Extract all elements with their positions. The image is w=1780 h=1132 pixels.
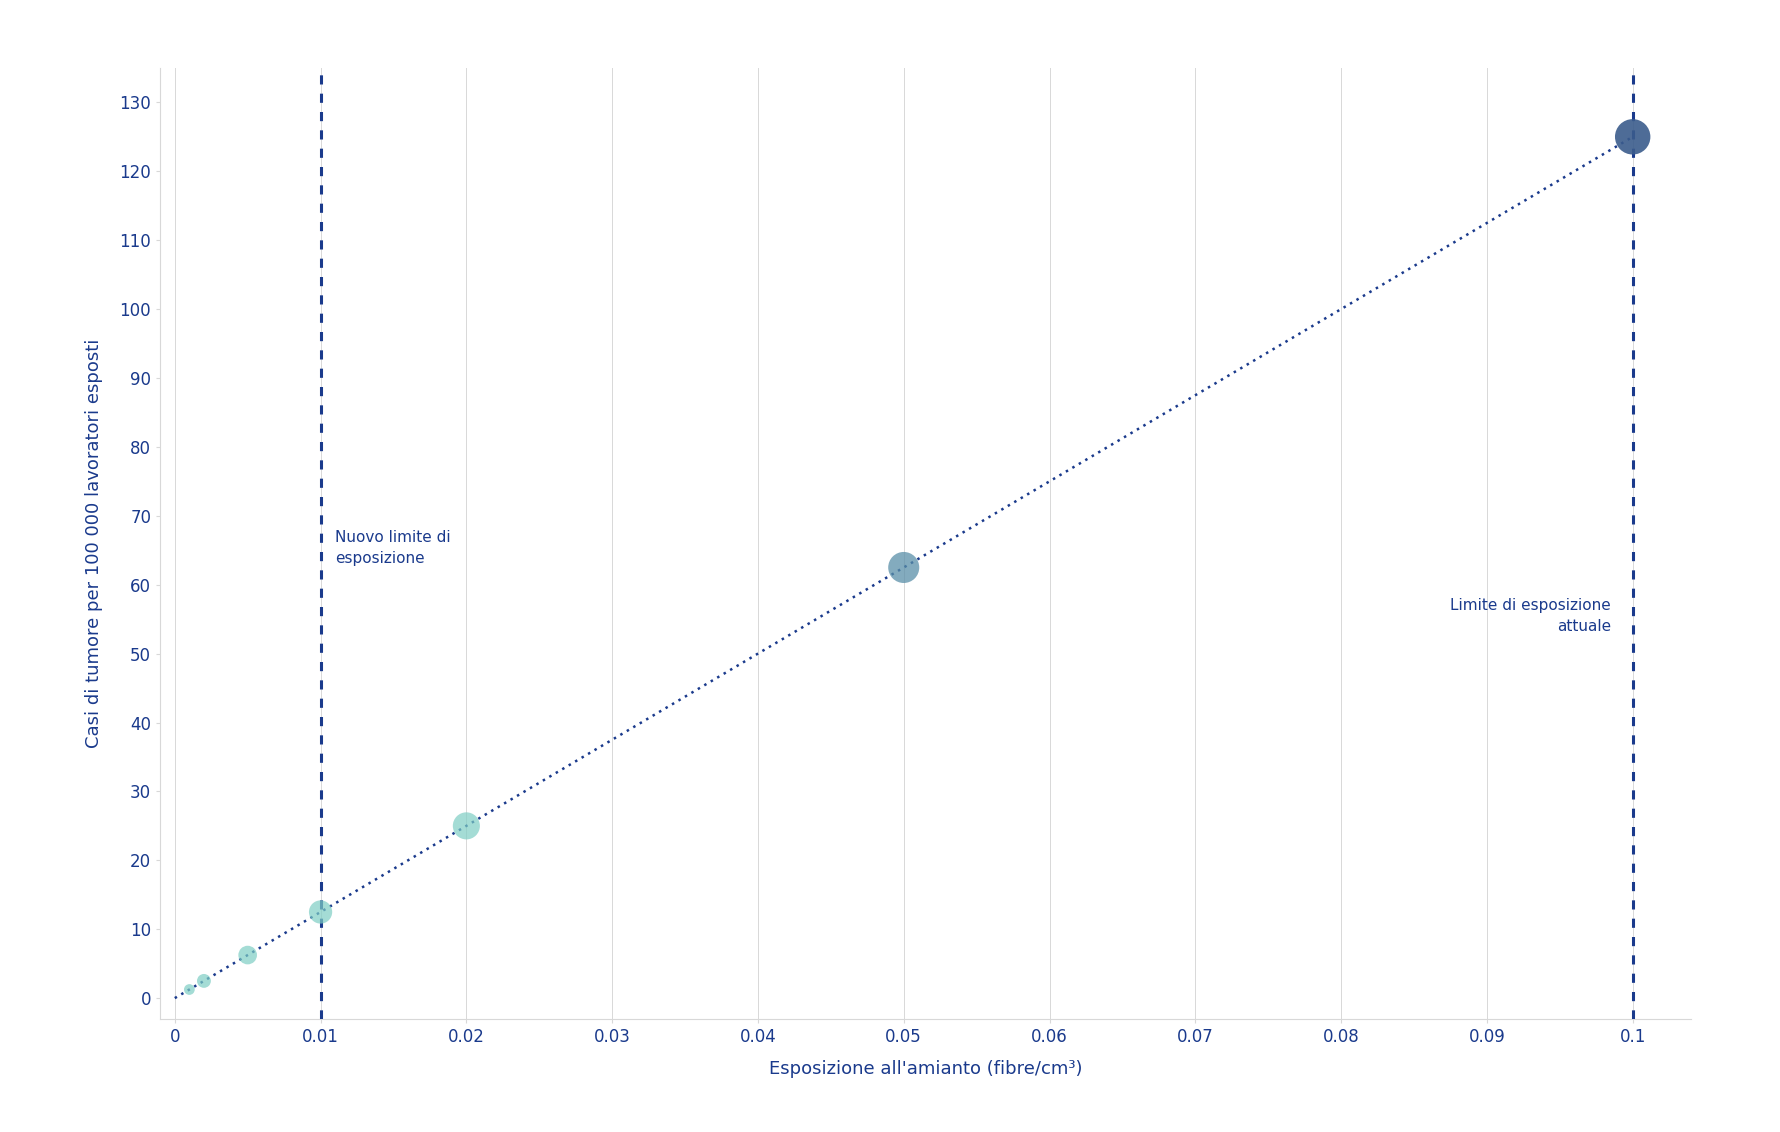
- X-axis label: Esposizione all'amianto (fibre/cm³): Esposizione all'amianto (fibre/cm³): [769, 1060, 1082, 1078]
- Point: [233, 946, 262, 964]
- Text: Nuovo limite di
esposizione: Nuovo limite di esposizione: [335, 530, 450, 566]
- Point: [306, 903, 335, 921]
- Y-axis label: Casi di tumore per 100 000 lavoratori esposti: Casi di tumore per 100 000 lavoratori es…: [85, 338, 103, 748]
- Point: [190, 972, 219, 990]
- Point: [174, 980, 203, 998]
- Point: [1618, 128, 1646, 146]
- Text: Limite di esposizione
attuale: Limite di esposizione attuale: [1451, 599, 1611, 634]
- Point: [890, 558, 918, 576]
- Point: [452, 817, 481, 835]
